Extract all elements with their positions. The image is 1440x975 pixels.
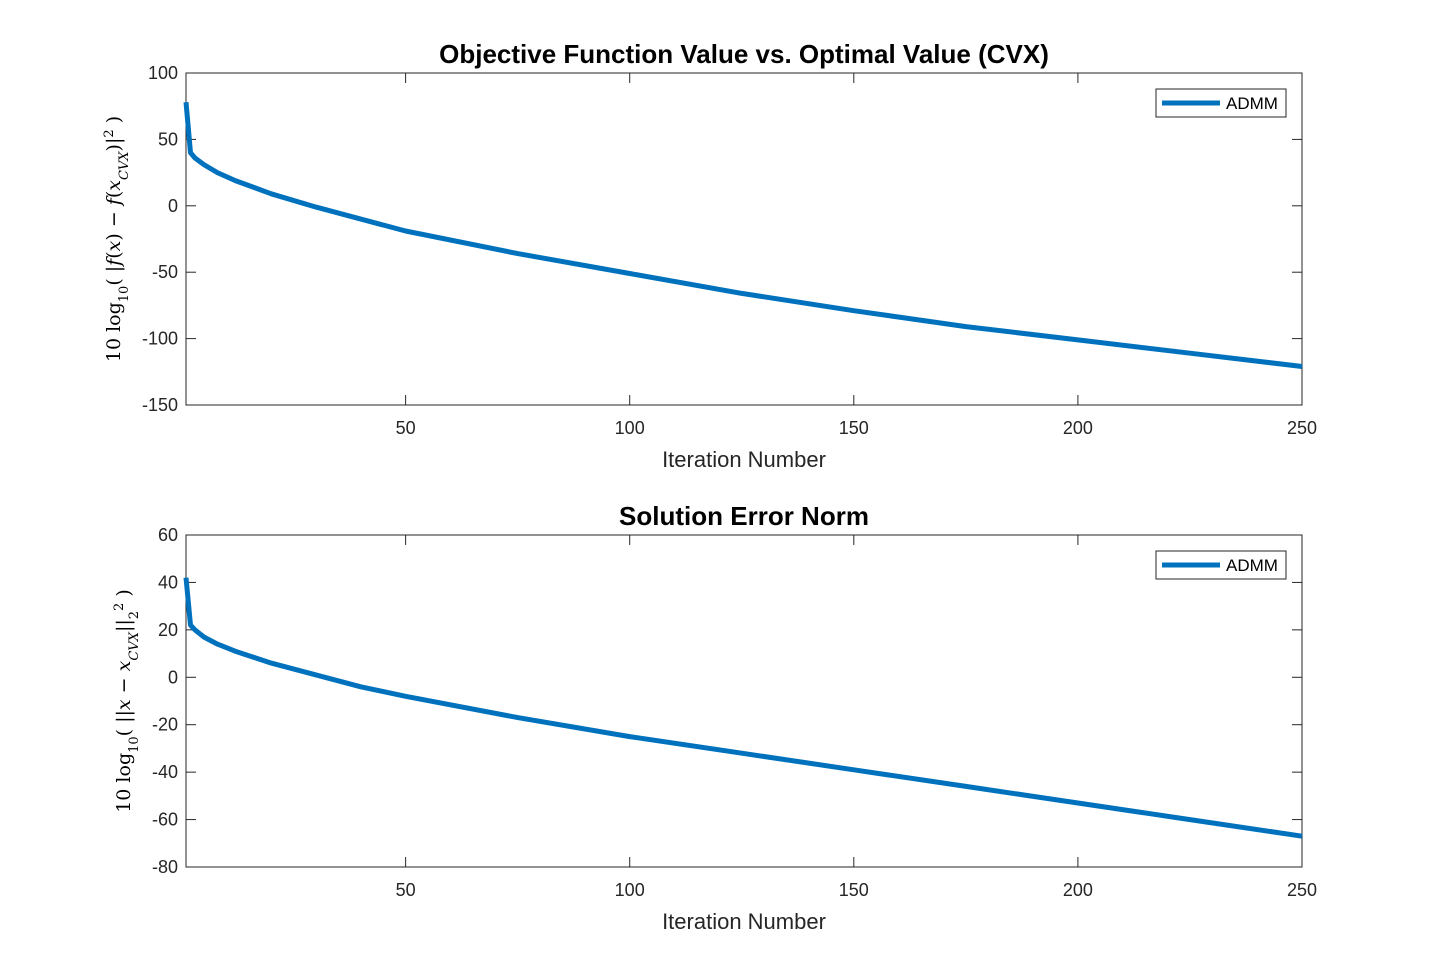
plot-area [185, 534, 1303, 868]
x-tick-label: 250 [1287, 418, 1317, 438]
tick-marks [186, 534, 1303, 868]
x-tick-label: 50 [396, 880, 416, 900]
x-tick-label: 100 [615, 880, 645, 900]
x-tick-label: 150 [839, 418, 869, 438]
y-tick-label: -60 [152, 810, 178, 830]
y-tick-label: -20 [152, 715, 178, 735]
y-axis-label: 10 log10( ||x − xCVX||22 ) [112, 589, 142, 813]
y-tick-label: -50 [152, 262, 178, 282]
chart-title: Objective Function Value vs. Optimal Val… [439, 39, 1049, 69]
x-tick-label: 100 [615, 418, 645, 438]
y-tick-label: -80 [152, 857, 178, 877]
tick-marks [186, 72, 1303, 406]
chart-title: Solution Error Norm [619, 501, 869, 531]
series-line [183, 577, 1303, 839]
y-tick-label: 0 [168, 196, 178, 216]
x-axis-label: Iteration Number [662, 447, 826, 472]
y-tick-label: 20 [158, 620, 178, 640]
tick-labels: 50 100 150 200 250 100 50 0 -50 -100 -150 [142, 63, 1317, 438]
y-tick-label: -100 [142, 329, 178, 349]
legend: ADMM [1155, 550, 1287, 580]
x-tick-label: 150 [839, 880, 869, 900]
series-line [183, 101, 1303, 369]
error-norm-chart: Solution Error Norm 50 100 150 200 250604020… [112, 501, 1318, 934]
y-tick-label: 40 [158, 572, 178, 592]
y-tick-label: -40 [152, 762, 178, 782]
x-tick-label: 50 [396, 418, 416, 438]
y-tick-label: -150 [142, 395, 178, 415]
x-tick-label: 250 [1287, 880, 1317, 900]
x-axis-label: Iteration Number [662, 909, 826, 934]
y-tick-label: 60 [158, 525, 178, 545]
x-tick-label: 200 [1063, 418, 1093, 438]
legend-label: ADMM [1226, 556, 1278, 575]
y-tick-label: 0 [168, 667, 178, 687]
y-tick-label: 100 [148, 63, 178, 83]
y-axis-label: 10 log10( |f(x) − f(xCVX)|2 ) [102, 116, 132, 362]
legend: ADMM [1155, 88, 1287, 118]
legend-label: ADMM [1226, 94, 1278, 113]
x-tick-label: 200 [1063, 880, 1093, 900]
objective-chart: Objective Function Value vs. Optimal Val… [102, 39, 1318, 472]
plot-area [185, 72, 1303, 406]
y-tick-label: 50 [158, 129, 178, 149]
